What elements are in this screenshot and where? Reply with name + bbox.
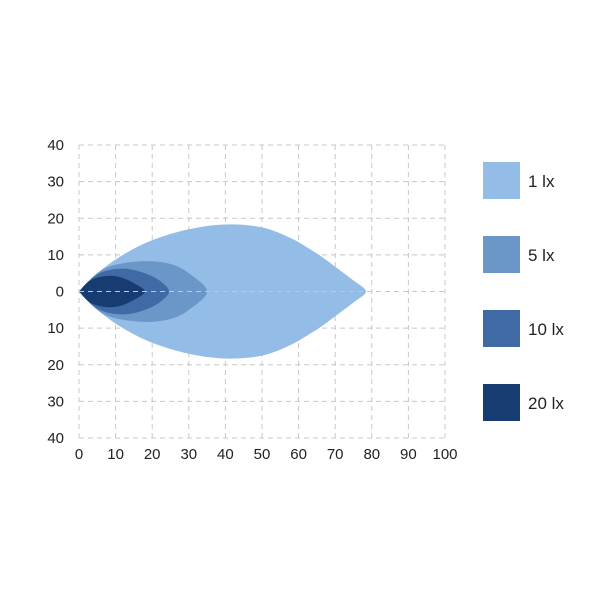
x-tick-label: 70 <box>327 446 344 463</box>
y-tick-label: 40 <box>47 430 64 447</box>
y-tick-label: 30 <box>47 393 64 410</box>
isolux-area-1 <box>79 224 366 359</box>
x-tick-label: 40 <box>217 446 234 463</box>
x-tick-label: 100 <box>432 446 457 463</box>
x-axis-ticks: 0 10 20 30 40 50 60 70 80 90 100 <box>75 446 458 463</box>
y-tick-label: 40 <box>47 137 64 154</box>
legend-swatch <box>483 236 520 273</box>
legend-swatch <box>483 310 520 347</box>
legend-swatch <box>483 162 520 199</box>
legend-label: 20 lx <box>528 394 564 413</box>
x-tick-label: 30 <box>180 446 197 463</box>
x-tick-label: 50 <box>254 446 271 463</box>
legend-swatch <box>483 384 520 421</box>
x-tick-label: 0 <box>75 446 83 463</box>
isolux-area-4 <box>79 275 145 308</box>
legend-label: 1 lx <box>528 172 555 191</box>
legend-label: 5 lx <box>528 246 555 265</box>
legend: 1 lx 5 lx 10 lx 20 lx <box>483 162 564 421</box>
y-tick-label: 10 <box>47 247 64 264</box>
x-tick-label: 60 <box>290 446 307 463</box>
y-axis-ticks: 40 30 20 10 0 10 20 30 40 <box>47 137 64 447</box>
x-tick-label: 10 <box>107 446 124 463</box>
x-tick-label: 90 <box>400 446 417 463</box>
x-tick-label: 20 <box>144 446 161 463</box>
y-tick-label: 30 <box>47 174 64 191</box>
x-tick-label: 80 <box>363 446 380 463</box>
y-tick-label: 20 <box>47 210 64 227</box>
legend-label: 10 lx <box>528 320 564 339</box>
y-tick-label: 10 <box>47 320 64 337</box>
y-tick-label: 20 <box>47 357 64 374</box>
y-tick-label: 0 <box>56 284 64 301</box>
